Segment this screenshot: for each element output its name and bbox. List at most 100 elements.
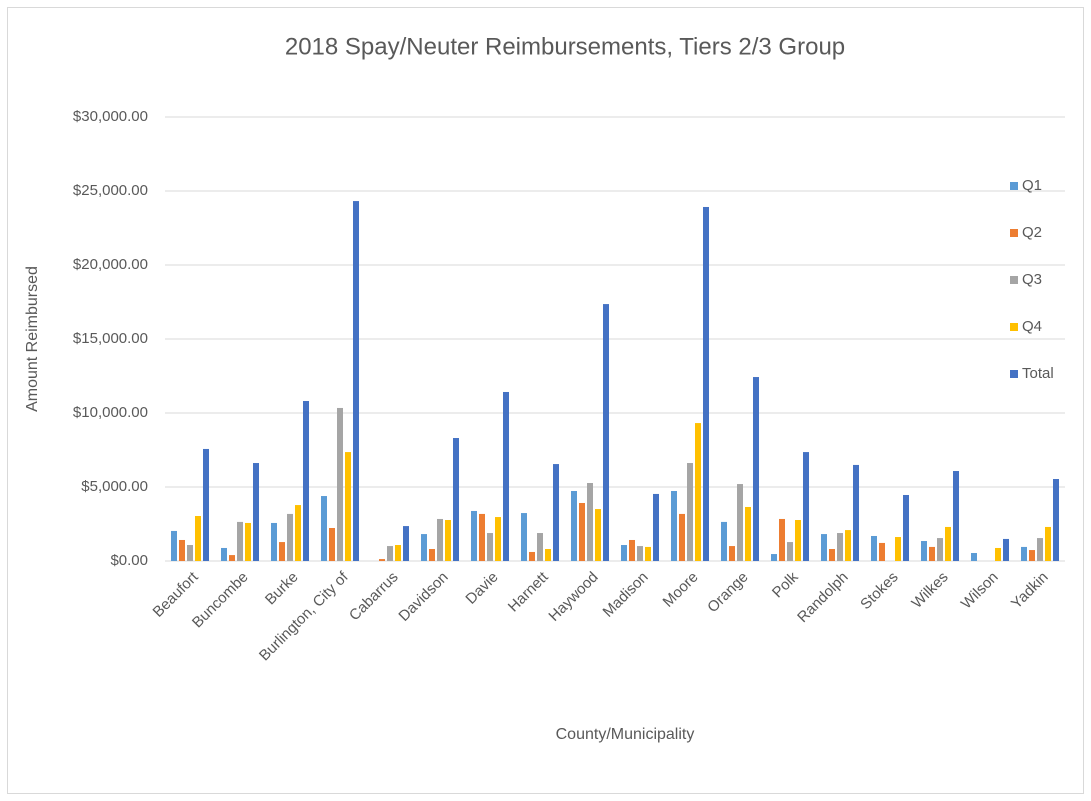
bar [729,546,735,561]
bar [995,547,1001,561]
bar [895,537,901,561]
bar [553,464,559,561]
bar [621,545,627,561]
bar [453,438,459,561]
bar [303,401,309,561]
legend-swatch [1010,370,1018,378]
bar [679,513,685,561]
bar [637,546,643,561]
chart-border [7,7,1084,794]
bar [437,518,443,561]
bar [545,549,551,561]
bar [237,521,243,561]
bar [171,530,177,561]
bar [471,510,477,561]
y-tick-label: $0.00 [110,552,148,569]
bar [245,522,251,561]
bar [379,559,385,561]
bar [795,520,801,561]
bar [387,546,393,561]
legend-swatch [1010,182,1018,190]
bar [337,407,343,561]
bar [595,509,601,561]
bar [603,304,609,561]
legend-label: Q1 [1022,177,1042,194]
x-axis-label: County/Municipality [556,726,695,743]
bar [1003,538,1009,561]
bar [345,452,351,561]
chart-title: 2018 Spay/Neuter Reimbursements, Tiers 2… [285,33,845,60]
legend-swatch [1010,276,1018,284]
bar [395,545,401,561]
bar [703,206,709,561]
bar [279,542,285,561]
bar [1037,538,1043,561]
bar [353,201,359,561]
bar [287,513,293,561]
bar [487,533,493,561]
bar [787,542,793,561]
bar [1045,526,1051,561]
bar [771,554,777,561]
bar [1029,550,1035,561]
bar [879,542,885,561]
legend-label: Total [1022,365,1054,382]
legend-swatch [1010,323,1018,331]
bar [737,484,743,561]
bar [721,521,727,561]
bar [653,493,659,561]
bar [845,530,851,561]
bar [937,538,943,561]
bar [745,506,751,561]
y-tick-label: $15,000.00 [73,330,148,347]
bar [903,494,909,561]
y-tick-label: $10,000.00 [73,404,148,421]
bar [829,549,835,561]
bar [321,496,327,561]
bar [329,527,335,561]
bar [571,490,577,561]
bar [445,520,451,561]
legend-label: Q3 [1022,271,1042,288]
bar [753,377,759,561]
bar [503,391,509,561]
bar [853,464,859,561]
bar [803,452,809,561]
bar [579,502,585,561]
bar [203,448,209,561]
bar [929,546,935,561]
bar [629,539,635,561]
y-tick-label: $5,000.00 [81,478,148,495]
legend-swatch [1010,229,1018,237]
bar [871,535,877,561]
bar [295,505,301,561]
bar [779,518,785,561]
bar [695,423,701,561]
bar [195,516,201,561]
bar [229,555,235,561]
bar [421,534,427,561]
legend-label: Q4 [1022,318,1042,335]
bar [187,545,193,561]
bar [837,533,843,561]
bar [921,541,927,561]
bar [403,526,409,561]
bar [529,551,535,561]
y-tick-label: $30,000.00 [73,108,148,125]
bar [429,549,435,561]
bar [495,517,501,561]
y-tick-label: $20,000.00 [73,256,148,273]
bar [179,539,185,561]
bar [271,522,277,561]
bar [479,513,485,561]
bar [537,533,543,561]
bar [671,490,677,561]
bar [945,526,951,561]
bar [1053,479,1059,561]
bar [1021,546,1027,561]
bar [821,534,827,561]
legend-label: Q2 [1022,224,1042,241]
bar [221,547,227,561]
bar [521,513,527,561]
